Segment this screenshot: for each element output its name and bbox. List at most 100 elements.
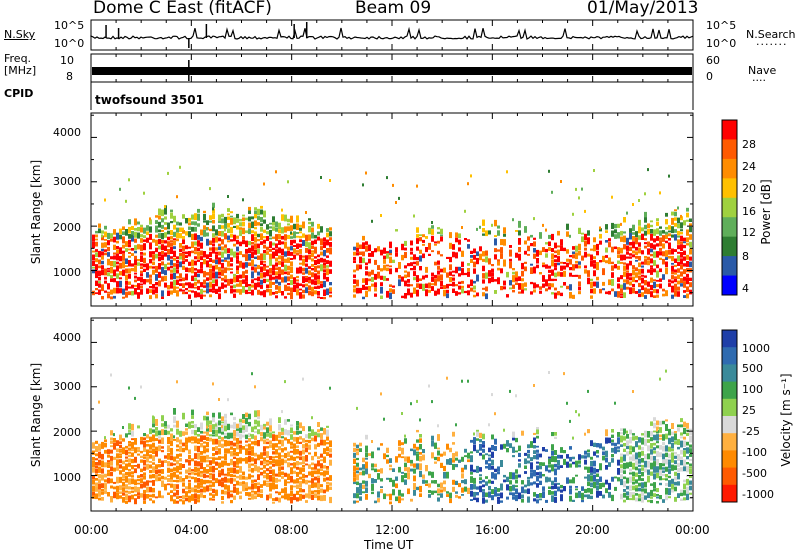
echo-cell <box>470 287 473 292</box>
echo-cell <box>359 496 362 501</box>
echo-cell <box>446 459 449 465</box>
freq-band <box>92 67 692 75</box>
echo-cell <box>152 442 155 448</box>
echo-cell <box>644 217 647 223</box>
echo-cell <box>176 290 179 297</box>
echo-cell <box>95 280 98 286</box>
echo-dot <box>626 430 628 434</box>
echo-cell <box>377 265 380 270</box>
echo-cell <box>128 432 131 435</box>
echo-cell <box>386 251 389 254</box>
echo-cell <box>293 485 296 488</box>
echo-cell <box>572 246 575 250</box>
echo-cell <box>611 442 614 446</box>
echo-cell <box>605 224 608 230</box>
echo-cell <box>635 488 638 492</box>
echo-cell <box>242 271 245 279</box>
echo-cell <box>302 456 305 462</box>
echo-cell <box>671 226 674 234</box>
echo-cell <box>455 266 458 274</box>
echo-cell <box>533 469 536 477</box>
echo-cell <box>647 241 650 247</box>
echo-cell <box>143 264 146 268</box>
echo-cell <box>98 474 101 479</box>
echo-cell <box>170 495 173 502</box>
echo-cell <box>659 463 662 470</box>
echo-cell <box>128 268 131 274</box>
echo-cell <box>554 468 557 476</box>
echo-cell <box>272 476 275 483</box>
echo-cell <box>428 289 431 293</box>
echo-cell <box>557 245 560 248</box>
echo-cell <box>92 250 95 253</box>
echo-cell <box>470 471 473 475</box>
echo-cell <box>596 265 599 271</box>
echo-cell <box>146 443 149 447</box>
echo-cell <box>647 248 650 255</box>
echo-cell <box>176 256 179 259</box>
echo-cell <box>257 282 260 288</box>
echo-cell <box>305 283 308 287</box>
echo-cell <box>254 256 257 259</box>
echo-cell <box>98 466 101 473</box>
echo-cell <box>188 436 191 443</box>
echo-cell <box>269 460 272 465</box>
echo-cell <box>326 468 329 470</box>
echo-cell <box>548 469 551 473</box>
echo-cell <box>239 251 242 255</box>
echo-cell <box>128 478 131 485</box>
echo-cell <box>263 457 266 462</box>
echo-cell <box>647 475 650 483</box>
echo-cell <box>662 420 665 425</box>
echo-cell <box>659 237 662 240</box>
echo-cell <box>206 436 209 441</box>
echo-cell <box>158 469 161 473</box>
echo-cell <box>506 448 509 453</box>
echo-cell <box>674 471 677 476</box>
echo-cell <box>356 451 359 456</box>
echo-cell <box>353 294 356 298</box>
echo-cell <box>245 482 248 488</box>
echo-cell <box>293 443 296 449</box>
echo-cell <box>209 258 212 262</box>
echo-cell <box>560 494 563 502</box>
echo-cell <box>140 266 143 269</box>
echo-cell <box>317 265 320 269</box>
echo-cell <box>275 234 278 242</box>
echo-cell <box>311 467 314 470</box>
echo-cell <box>641 285 644 291</box>
echo-cell <box>152 455 155 462</box>
echo-cell <box>122 497 125 503</box>
echo-dot <box>578 196 580 200</box>
echo-cell <box>554 287 557 291</box>
echo-cell <box>647 469 650 475</box>
echo-cell <box>167 430 170 435</box>
echo-cell <box>209 247 212 251</box>
echo-cell <box>668 446 671 452</box>
echo-cell <box>119 288 122 294</box>
echo-cell <box>230 490 233 493</box>
echo-dot <box>680 214 682 218</box>
echo-cell <box>617 232 620 239</box>
echo-cell <box>320 439 323 446</box>
echo-cell <box>662 243 665 249</box>
echo-cell <box>623 480 626 488</box>
echo-cell <box>176 263 179 270</box>
echo-cell <box>524 465 527 469</box>
echo-cell <box>596 443 599 448</box>
echo-cell <box>371 463 374 468</box>
echo-cell <box>215 259 218 265</box>
echo-cell <box>212 438 215 445</box>
echo-cell <box>182 236 185 240</box>
echo-cell <box>638 256 641 261</box>
echo-cell <box>614 223 617 229</box>
echo-cell <box>578 227 581 234</box>
echo-cell <box>329 269 332 274</box>
echo-cell <box>413 261 416 265</box>
echo-cell <box>443 472 446 479</box>
echo-cell <box>662 293 665 297</box>
echo-cell <box>305 287 308 294</box>
echo-cell <box>323 465 326 469</box>
echo-cell <box>578 243 581 250</box>
echo-dot <box>110 373 112 377</box>
